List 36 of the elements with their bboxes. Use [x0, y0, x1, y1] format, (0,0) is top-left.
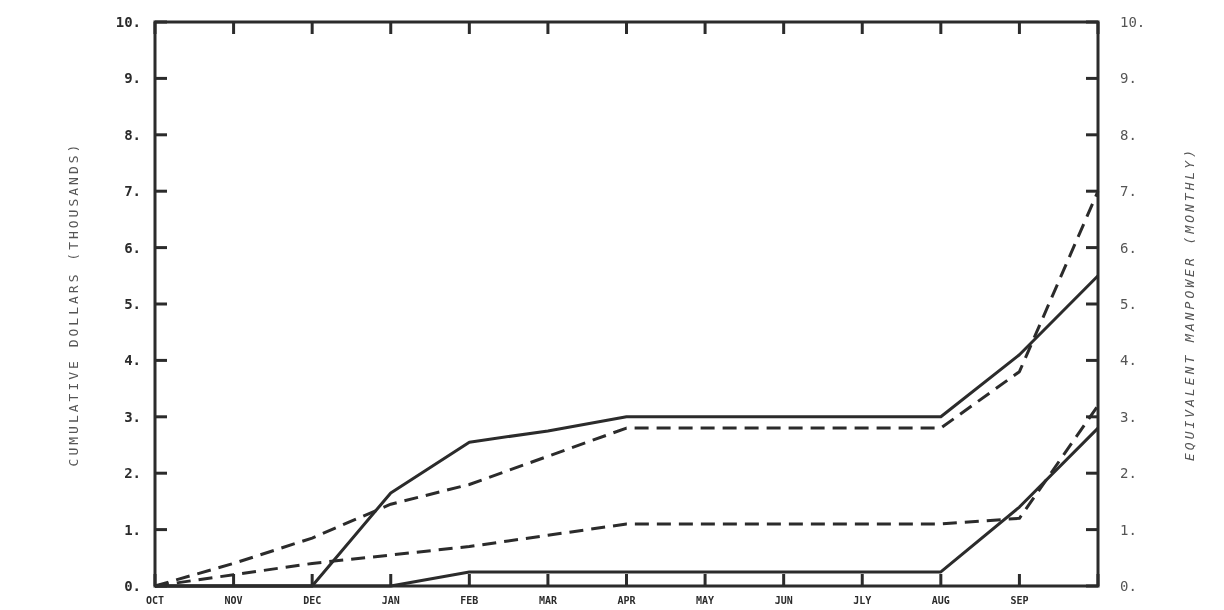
x-tick-label: SEP	[1010, 595, 1029, 606]
y2-tick-label: 6.	[1120, 239, 1137, 256]
x-tick-label: FEB	[460, 595, 479, 606]
x-tick-label: JLY	[853, 595, 872, 606]
y2-tick-label: 3.	[1120, 408, 1137, 425]
y2-tick-label: 7.	[1120, 183, 1137, 200]
y2-tick-label: 2.	[1120, 465, 1137, 482]
y-tick-label: 3.	[124, 408, 141, 425]
y-tick-label: 2.	[124, 465, 141, 482]
y-tick-label: 8.	[124, 126, 141, 143]
x-tick-label: DEC	[303, 595, 322, 606]
x-tick-label: AUG	[931, 595, 950, 606]
x-tick-label: NOV	[224, 595, 243, 606]
y-tick-label: 7.	[124, 183, 141, 200]
y-tick-label: 9.	[124, 70, 141, 87]
y-tick-label: 10.	[115, 14, 141, 30]
x-tick-label: OCT	[145, 595, 165, 606]
y2-tick-label: 5.	[1120, 296, 1137, 312]
y-axis-title: CUMULATIVE DOLLARS (THOUSANDS)	[66, 141, 81, 467]
y2-tick-label: 10.	[1120, 14, 1146, 30]
x-tick-label: JAN	[381, 595, 400, 606]
y-tick-label: 6.	[124, 239, 141, 256]
y2-tick-label: 9.	[1120, 70, 1137, 87]
y-tick-label: 4.	[124, 352, 141, 369]
y2-tick-label: 4.	[1120, 352, 1137, 369]
y2-tick-label: 1.	[1120, 521, 1137, 538]
x-tick-label: MAR	[538, 595, 558, 606]
y2-tick-label: 0.	[1120, 578, 1137, 594]
y-tick-label: 0.	[124, 578, 141, 594]
x-tick-label: MAY	[696, 595, 715, 606]
y-tick-label: 1.	[124, 521, 141, 538]
y2-axis-title: EQUIVALENT MANPOWER (MONTHLY)	[1182, 147, 1197, 461]
y-tick-label: 5.	[124, 296, 141, 312]
x-tick-label: APR	[617, 595, 637, 606]
x-tick-label: JUN	[774, 595, 793, 606]
y2-tick-label: 8.	[1120, 126, 1137, 143]
